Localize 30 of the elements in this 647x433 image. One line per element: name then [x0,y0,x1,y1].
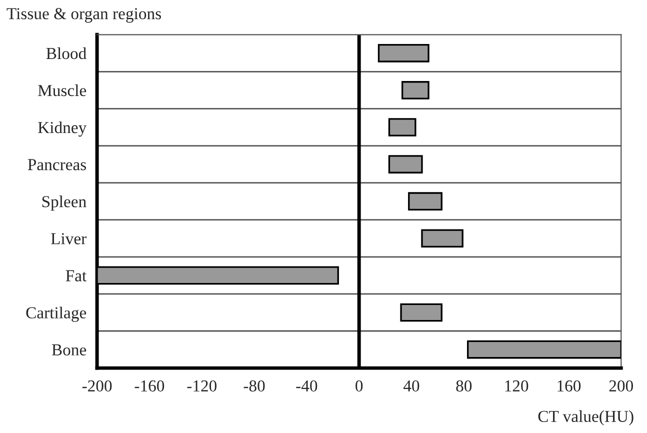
y-tick-label: Cartilage [26,306,86,322]
bar [400,303,442,322]
x-tick-label: -160 [134,380,164,392]
x-tick-label: -80 [244,380,265,392]
y-tick-label: Pancreas [28,159,86,170]
x-tick-label: 160 [558,380,581,392]
y-tick-label: Muscle [38,84,86,96]
x-tick-label: 120 [505,380,528,392]
x-tick-label: -200 [82,380,112,392]
y-tick-label: Spleen [42,196,86,211]
bar [421,229,464,248]
x-axis-title: CT value(HU) [538,410,634,426]
bar [378,44,430,62]
y-tick-label: Fat [66,270,87,282]
y-tick-label: Bone [52,344,86,356]
y-tick-label: Blood [46,47,86,60]
bar [388,118,416,136]
x-tick-label: 0 [356,380,363,392]
x-tick-label: -40 [296,380,318,392]
bar [388,155,423,174]
x-tick-label: 200 [609,380,633,392]
y-tick-label: Kidney [38,121,87,137]
bar [408,192,442,211]
x-tick-label: -120 [187,380,217,392]
x-tick-label: 80 [456,380,472,392]
bar [466,340,622,359]
y-tick-label: Liver [51,233,86,244]
y-axis-title: Tissue & organ regions [6,8,161,23]
bar [401,81,430,100]
x-tick-label: 40 [403,380,420,392]
